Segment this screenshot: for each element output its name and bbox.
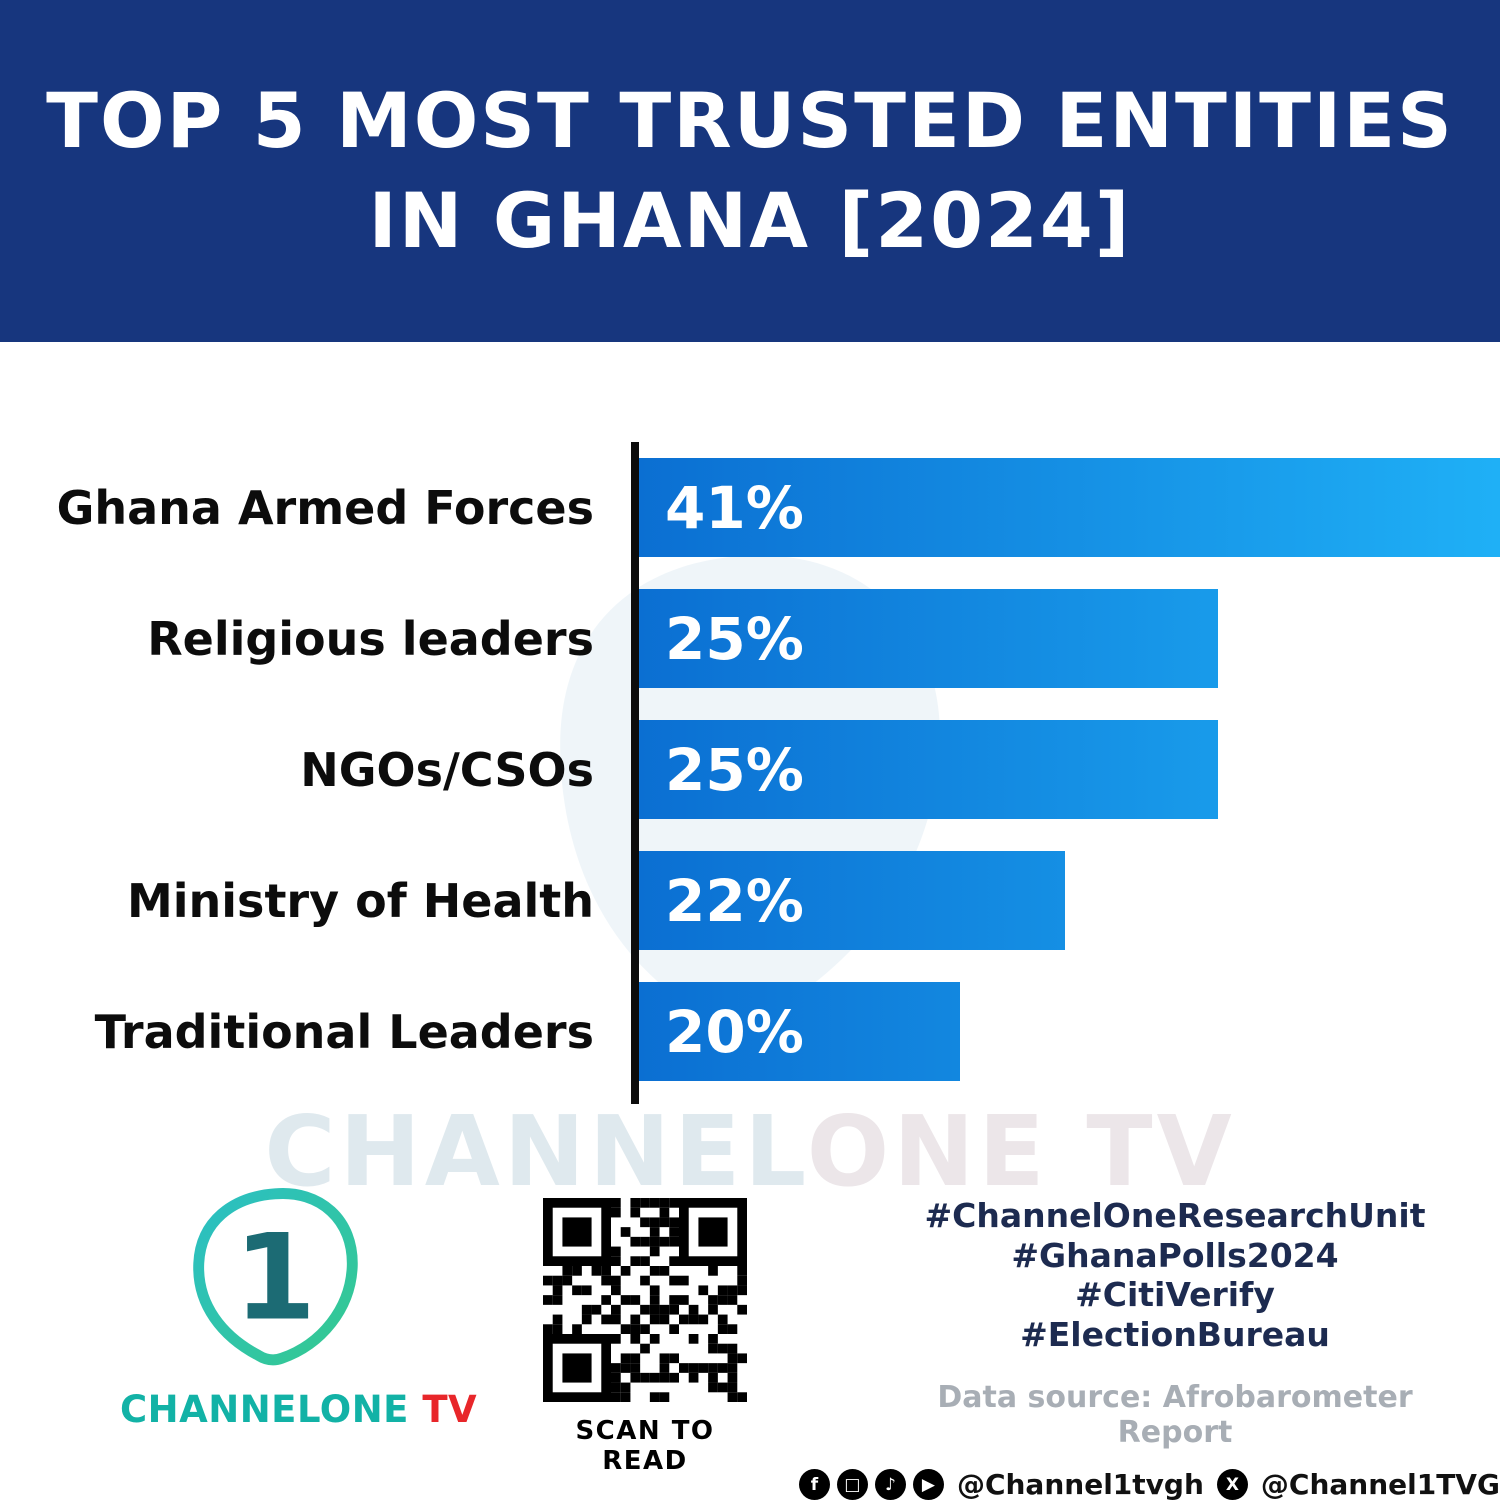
tiktok-icon: ♪ [874, 1469, 906, 1500]
bar: 20% [639, 982, 960, 1081]
bar: 25% [639, 720, 1218, 819]
bar: 41% [639, 458, 1500, 557]
category-label: Religious leaders [147, 611, 594, 666]
facebook-icon: f [798, 1469, 830, 1500]
chart-row: Ministry of Health 22% [0, 835, 1500, 966]
category-label: Traditional Leaders [94, 1004, 594, 1059]
category-label: Ministry of Health [127, 873, 594, 928]
chart-row: Traditional Leaders 20% [0, 966, 1500, 1097]
bar-value-label: 20% [665, 997, 804, 1066]
bar-chart: Ghana Armed Forces 41% Religious leaders… [0, 442, 1500, 1114]
bar: 22% [639, 851, 1065, 950]
wordmark-one: ONE [319, 1388, 409, 1431]
qr-block: SCAN TO READ [538, 1198, 752, 1476]
bar-value-label: 25% [665, 735, 804, 804]
youtube-icon: ▶ [912, 1469, 944, 1500]
wordmark-tv: TV [408, 1388, 478, 1431]
channel-one-logo-block: 1 CHANNELONE TV [120, 1180, 477, 1431]
social-handle-main: @Channel1tvgh [956, 1468, 1204, 1500]
brand-watermark: CHANNELONE TV [0, 1095, 1500, 1208]
logo-digit: 1 [234, 1210, 317, 1348]
channel-one-wordmark: CHANNELONE TV [120, 1388, 477, 1431]
page-title-line2: IN GHANA [2024] [368, 176, 1132, 265]
social-handle-x: @Channel1TVGHA [1260, 1468, 1500, 1500]
category-label: Ghana Armed Forces [56, 480, 594, 535]
bar: 25% [639, 589, 1218, 688]
chart-row: Ghana Armed Forces 41% [0, 442, 1500, 573]
x-icon: X [1216, 1469, 1248, 1500]
hashtag-line-2: #GhanaPolls2024 #CitiVerify [1011, 1235, 1339, 1315]
hashtag-line-3: #ElectionBureau [1020, 1314, 1330, 1354]
data-source-text: Data source: Afrobarometer Report [937, 1380, 1413, 1451]
y-axis-line [631, 442, 639, 1104]
category-label: NGOs/CSOs [300, 742, 594, 797]
chart-row: NGOs/CSOs 25% [0, 704, 1500, 835]
brand-watermark-part2: ONE TV [806, 1095, 1236, 1208]
brand-watermark-part1: CHANNEL [264, 1095, 807, 1208]
chart-row: Religious leaders 25% [0, 573, 1500, 704]
qr-code [543, 1198, 747, 1402]
footer-info-block: #ChannelOneResearchUnit #GhanaPolls2024 … [798, 1196, 1500, 1500]
social-row: f □ ♪ ▶ @Channel1tvgh X @Channel1TVGHA [798, 1468, 1500, 1500]
wordmark-channel: CHANNEL [120, 1388, 320, 1431]
channel-one-logo-icon: 1 [193, 1188, 358, 1366]
instagram-icon: □ [836, 1469, 868, 1500]
bar-value-label: 41% [665, 473, 804, 542]
header-banner: TOP 5 MOST TRUSTED ENTITIES IN GHANA [20… [0, 0, 1500, 342]
bar-value-label: 22% [665, 866, 804, 935]
bar-value-label: 25% [665, 604, 804, 673]
hashtag-line-1: #ChannelOneResearchUnit [924, 1196, 1426, 1235]
page-title-line1: TOP 5 MOST TRUSTED ENTITIES [46, 75, 1454, 165]
qr-caption: SCAN TO READ [575, 1416, 715, 1476]
